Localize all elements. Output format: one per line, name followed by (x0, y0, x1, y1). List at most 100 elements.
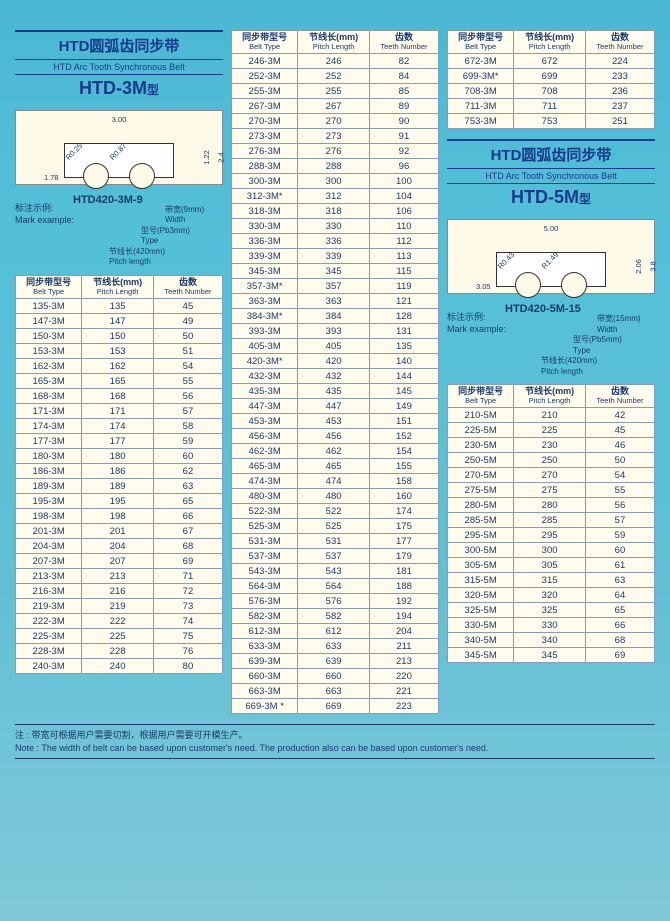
table-row: 612-3M612204 (232, 624, 439, 639)
table-row: 660-3M660220 (232, 669, 439, 684)
table-row: 357-3M*357119 (232, 279, 439, 294)
table-row: 250-5M25050 (448, 453, 655, 468)
table-row: 275-5M27555 (448, 483, 655, 498)
table-row: 462-3M462154 (232, 444, 439, 459)
table-row: 189-3M18963 (16, 479, 223, 494)
table-5m: 同步带型号Belt Type 节线长(mm)Pitch Length 齿数Tee… (447, 384, 655, 663)
table-row: 162-3M16254 (16, 359, 223, 374)
table-row: 456-3M456152 (232, 429, 439, 444)
table-row: 339-3M339113 (232, 249, 439, 264)
table-row: 582-3M582194 (232, 609, 439, 624)
table-row: 318-3M318106 (232, 204, 439, 219)
table-row: 135-3M13545 (16, 299, 223, 314)
table-row: 465-3M465155 (232, 459, 439, 474)
table-row: 420-3M*420140 (232, 354, 439, 369)
table-row: 171-3M17157 (16, 404, 223, 419)
table-3m-a: 同步带型号Belt Type 节线长(mm)Pitch Length 齿数Tee… (15, 275, 223, 674)
table-3m-b: 同步带型号Belt Type 节线长(mm)Pitch Length 齿数Tee… (231, 30, 439, 714)
table-row: 225-5M22545 (448, 423, 655, 438)
table-row: 633-3M633211 (232, 639, 439, 654)
table-row: 210-5M21042 (448, 408, 655, 423)
table-row: 252-3M25284 (232, 69, 439, 84)
diagram-5m: 5.00 3.05 R0.43 R1.49 2.06 3.8 (447, 219, 655, 294)
table-row: 295-5M29559 (448, 528, 655, 543)
table-row: 270-3M27090 (232, 114, 439, 129)
table-row: 165-3M16555 (16, 374, 223, 389)
table-row: 453-3M453151 (232, 414, 439, 429)
table-row: 240-3M24080 (16, 659, 223, 674)
table-row: 216-3M21672 (16, 584, 223, 599)
table-row: 363-3M363121 (232, 294, 439, 309)
table-row: 480-3M480160 (232, 489, 439, 504)
table-row: 474-3M474158 (232, 474, 439, 489)
table-row: 711-3M711237 (448, 99, 655, 114)
title-3m: HTD圆弧齿同步带 HTD Arc Tooth Synchronous Belt… (15, 30, 223, 102)
table-row: 384-3M*384128 (232, 309, 439, 324)
table-row: 320-5M32064 (448, 588, 655, 603)
table-3m-c: 同步带型号Belt Type 节线长(mm)Pitch Length 齿数Tee… (447, 30, 655, 129)
table-row: 228-3M22876 (16, 644, 223, 659)
title-cn-5m: HTD圆弧齿同步带 (447, 139, 655, 169)
table-row: 270-5M27054 (448, 468, 655, 483)
table-row: 312-3M*312104 (232, 189, 439, 204)
column-1: HTD圆弧齿同步带 HTD Arc Tooth Synchronous Belt… (15, 30, 223, 714)
column-3: 同步带型号Belt Type 节线长(mm)Pitch Length 齿数Tee… (447, 30, 655, 714)
mark-example-3m: HTD420-3M-9 标注示例: Mark example: 带宽(9mm)W… (15, 193, 223, 265)
table-row: 325-5M32565 (448, 603, 655, 618)
table-row: 213-3M21371 (16, 569, 223, 584)
diagram-3m: 3.00 1.78 R0.25 R0.87 1.22 2.4 (15, 110, 223, 185)
table-row: 288-3M28896 (232, 159, 439, 174)
table-row: 315-5M31563 (448, 573, 655, 588)
title-en-5m: HTD Arc Tooth Synchronous Belt (447, 169, 655, 183)
table-row: 305-5M30561 (448, 558, 655, 573)
table-row: 336-3M336112 (232, 234, 439, 249)
table-row: 150-3M15050 (16, 329, 223, 344)
table-row: 340-5M34068 (448, 633, 655, 648)
table-row: 230-5M23046 (448, 438, 655, 453)
table-row: 405-3M405135 (232, 339, 439, 354)
table-row: 525-3M525175 (232, 519, 439, 534)
table-row: 432-3M432144 (232, 369, 439, 384)
table-row: 564-3M564188 (232, 579, 439, 594)
table-row: 276-3M27692 (232, 144, 439, 159)
mark-example-5m: HTD420-5M-15 标注示例: Mark example: 带宽(15mm… (447, 302, 655, 374)
table-row: 204-3M20468 (16, 539, 223, 554)
table-row: 393-3M393131 (232, 324, 439, 339)
title-cn-3m: HTD圆弧齿同步带 (15, 30, 223, 60)
table-row: 672-3M672224 (448, 54, 655, 69)
table-row: 522-3M522174 (232, 504, 439, 519)
model-5m: HTD-5M型 (447, 183, 655, 211)
table-row: 180-3M18060 (16, 449, 223, 464)
table-row: 280-5M28056 (448, 498, 655, 513)
table-row: 708-3M708236 (448, 84, 655, 99)
title-en-3m: HTD Arc Tooth Synchronous Belt (15, 60, 223, 74)
table-row: 168-3M16856 (16, 389, 223, 404)
table-row: 543-3M543181 (232, 564, 439, 579)
table-row: 195-3M19565 (16, 494, 223, 509)
table-row: 300-5M30060 (448, 543, 655, 558)
table-row: 222-3M22274 (16, 614, 223, 629)
model-3m: HTD-3M型 (15, 74, 223, 102)
table-row: 207-3M20769 (16, 554, 223, 569)
table-row: 225-3M22575 (16, 629, 223, 644)
table-row: 753-3M753251 (448, 114, 655, 129)
table-row: 330-3M330110 (232, 219, 439, 234)
column-2: 同步带型号Belt Type 节线长(mm)Pitch Length 齿数Tee… (231, 30, 439, 714)
table-row: 267-3M26789 (232, 99, 439, 114)
table-row: 153-3M15351 (16, 344, 223, 359)
table-row: 531-3M531177 (232, 534, 439, 549)
table-row: 177-3M17759 (16, 434, 223, 449)
table-row: 669-3M *669223 (232, 699, 439, 714)
table-row: 285-5M28557 (448, 513, 655, 528)
table-row: 663-3M663221 (232, 684, 439, 699)
title-5m: HTD圆弧齿同步带 HTD Arc Tooth Synchronous Belt… (447, 139, 655, 211)
table-row: 300-3M300100 (232, 174, 439, 189)
table-row: 201-3M20167 (16, 524, 223, 539)
table-row: 639-3M639213 (232, 654, 439, 669)
table-row: 345-5M34569 (448, 648, 655, 663)
table-row: 345-3M345115 (232, 264, 439, 279)
table-row: 537-3M537179 (232, 549, 439, 564)
table-row: 255-3M25585 (232, 84, 439, 99)
footnote: 注 : 带宽可根据用户需要切割，根据用户需要可开模生产。 Note : The … (15, 724, 655, 759)
table-row: 198-3M19866 (16, 509, 223, 524)
